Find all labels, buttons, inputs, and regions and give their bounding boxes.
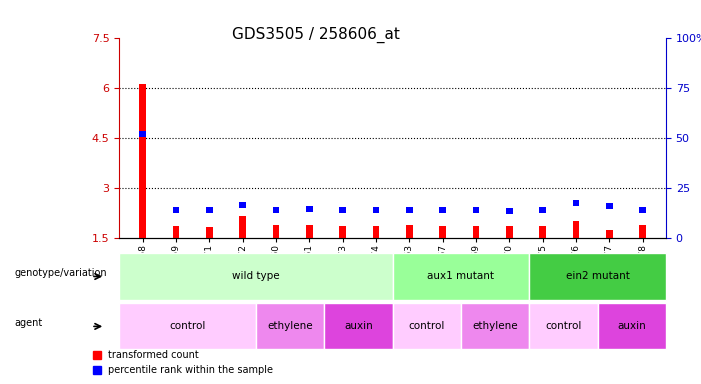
Bar	[606, 230, 613, 238]
Bar	[372, 226, 379, 238]
Text: auxin: auxin	[618, 321, 646, 331]
Text: ethylene: ethylene	[472, 321, 518, 331]
Bar	[506, 208, 512, 214]
Text: control: control	[170, 321, 205, 331]
Text: genotype/variation: genotype/variation	[14, 268, 107, 278]
Bar	[139, 131, 146, 137]
Bar	[306, 225, 313, 238]
Bar	[573, 222, 579, 238]
Bar	[639, 225, 646, 238]
Text: wild type: wild type	[232, 271, 280, 281]
Bar	[472, 207, 479, 213]
Bar	[639, 207, 646, 213]
Bar	[139, 84, 146, 238]
Bar	[239, 202, 246, 208]
Bar	[339, 207, 346, 213]
Bar	[539, 226, 546, 238]
Text: control: control	[409, 321, 445, 331]
Legend: transformed count, percentile rank within the sample: transformed count, percentile rank withi…	[89, 346, 278, 379]
Bar	[273, 207, 279, 213]
Bar	[339, 227, 346, 238]
Text: control: control	[545, 321, 582, 331]
Bar	[440, 207, 446, 213]
Bar	[239, 217, 246, 238]
Text: ein2 mutant: ein2 mutant	[566, 271, 629, 281]
Bar	[273, 225, 279, 238]
Bar	[539, 207, 546, 213]
Bar	[206, 227, 212, 238]
Text: ethylene: ethylene	[267, 321, 313, 331]
Bar	[372, 207, 379, 213]
Bar	[206, 207, 212, 213]
Bar	[306, 206, 313, 212]
Bar	[506, 226, 512, 238]
Bar	[606, 203, 613, 209]
Bar	[406, 207, 413, 213]
Bar	[573, 200, 579, 207]
Text: agent: agent	[14, 318, 42, 328]
Bar	[440, 226, 446, 238]
Bar	[472, 226, 479, 238]
Text: aux1 mutant: aux1 mutant	[428, 271, 494, 281]
Bar	[172, 207, 179, 213]
Text: auxin: auxin	[344, 321, 373, 331]
Text: GDS3505 / 258606_at: GDS3505 / 258606_at	[231, 27, 400, 43]
Bar	[406, 225, 413, 238]
Bar	[172, 227, 179, 238]
